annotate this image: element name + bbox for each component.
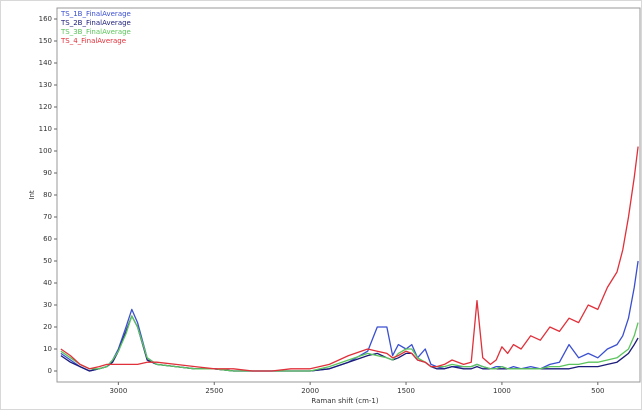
- y-tick-label: 140: [39, 59, 52, 67]
- y-tick-label: 110: [39, 125, 52, 133]
- y-tick-label: 80: [43, 191, 52, 199]
- legend-entry: TS_3B_FinalAverage: [60, 28, 131, 36]
- y-tick-label: 30: [43, 301, 52, 309]
- y-tick-label: 0: [48, 367, 52, 375]
- y-tick-label: 150: [39, 37, 52, 45]
- y-tick-label: 70: [43, 213, 52, 221]
- legend-entry: TS_1B_FinalAverage: [60, 10, 131, 18]
- y-tick-label: 120: [39, 103, 52, 111]
- x-tick-label: 2500: [205, 387, 223, 395]
- x-tick-label: 2000: [301, 387, 319, 395]
- y-tick-label: 20: [43, 323, 52, 331]
- x-axis-label: Raman shift (cm-1): [311, 397, 378, 405]
- legend-entry: TS_4_FinalAverage: [60, 37, 126, 45]
- series-line: [60, 146, 639, 372]
- legend-entry: TS_2B_FinalAverage: [60, 19, 131, 27]
- x-tick-label: 3000: [109, 387, 127, 395]
- y-tick-label: 40: [43, 279, 52, 287]
- x-tick-label: 1500: [397, 387, 415, 395]
- y-tick-label: 90: [43, 169, 52, 177]
- y-tick-label: 10: [43, 345, 52, 353]
- y-tick-label: 130: [39, 81, 52, 89]
- y-tick-label: 160: [39, 15, 52, 23]
- y-tick-label: 50: [43, 257, 52, 265]
- y-axis-label: Int: [28, 190, 36, 200]
- plot-area: [56, 7, 641, 383]
- x-tick-label: 1000: [493, 387, 511, 395]
- series-line: [60, 315, 639, 372]
- y-tick-label: 60: [43, 235, 52, 243]
- y-tick-label: 100: [39, 147, 52, 155]
- x-tick-label: 500: [591, 387, 604, 395]
- series-line: [60, 260, 639, 372]
